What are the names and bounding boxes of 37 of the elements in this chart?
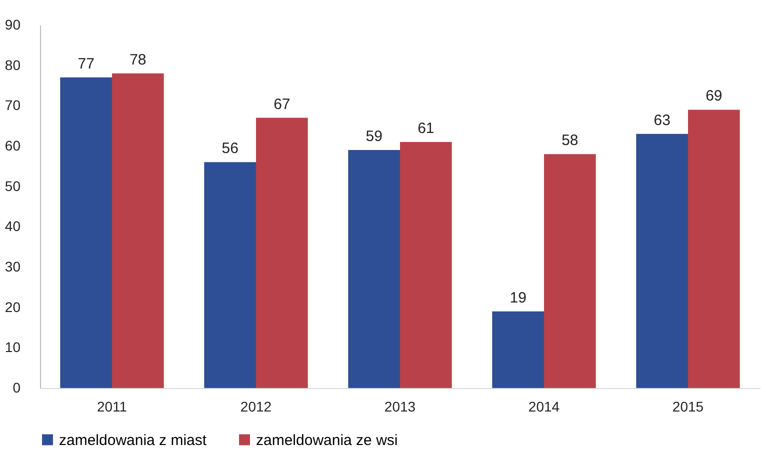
bar xyxy=(112,73,164,388)
bar xyxy=(256,118,308,388)
bar xyxy=(60,77,112,388)
data-label: 67 xyxy=(274,96,290,113)
data-label: 77 xyxy=(78,55,94,72)
y-tick-label: 80 xyxy=(4,56,21,73)
data-label: 56 xyxy=(222,140,238,158)
bar xyxy=(544,154,596,388)
data-label: 61 xyxy=(418,120,434,137)
data-label: 78 xyxy=(130,51,146,68)
y-tick-label: 10 xyxy=(4,339,21,356)
y-tick-label: 20 xyxy=(4,298,21,315)
bar xyxy=(204,162,256,388)
data-label: 63 xyxy=(654,112,670,129)
data-label: 58 xyxy=(562,132,578,150)
y-tick-label: 70 xyxy=(4,97,21,114)
x-tick-label: 2012 xyxy=(240,398,272,414)
bar xyxy=(636,134,688,388)
data-label: 19 xyxy=(510,289,526,306)
x-tick-label: 2011 xyxy=(96,398,128,414)
y-tick-label: 90 xyxy=(4,16,21,32)
y-tick-label: 50 xyxy=(4,178,21,194)
bar xyxy=(688,110,740,388)
legend-label: zameldowania ze wsi xyxy=(256,432,398,449)
y-tick-label: 0 xyxy=(12,380,21,396)
bar xyxy=(348,150,400,388)
legend-label: zameldowania z miast xyxy=(59,432,208,449)
data-label: 59 xyxy=(366,128,382,146)
y-tick-label: 40 xyxy=(4,218,21,234)
y-tick-label: 60 xyxy=(4,138,21,154)
x-tick-label: 2014 xyxy=(528,398,560,414)
bar xyxy=(400,142,452,388)
data-label: 69 xyxy=(706,88,722,105)
x-tick-label: 2015 xyxy=(672,398,704,414)
bar xyxy=(492,311,544,388)
x-tick-label: 2013 xyxy=(384,398,416,414)
y-tick-label: 30 xyxy=(4,258,21,274)
